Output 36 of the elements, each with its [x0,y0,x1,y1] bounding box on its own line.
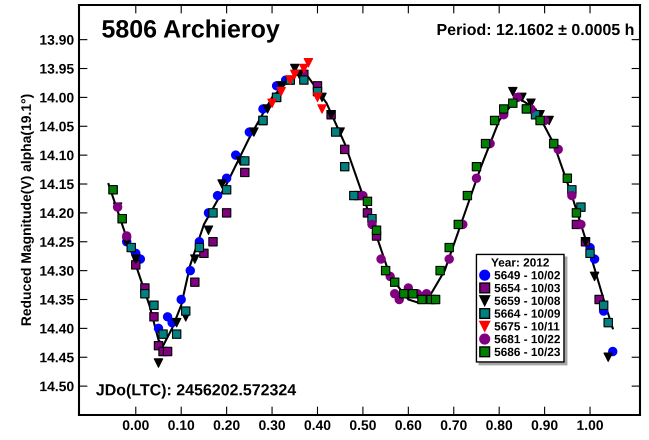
x-tick-label: 1.00 [577,420,603,430]
x-tick-label: 0.90 [532,420,558,430]
y-tick-label: 14.05 [40,122,74,132]
x-tick-label: 0.40 [304,420,330,430]
legend-label: 5681 - 10/22 [494,334,560,344]
y-tick-label: 13.95 [40,64,74,74]
annotation: JDo(LTC): 2456202.572324 [96,384,296,399]
y-tick-label: 14.50 [40,381,74,392]
annotation: Period: 12.1602 ± 0.0005 h [438,23,634,36]
legend-label: 5664 - 10/09 [494,309,560,318]
x-tick-label: 0.60 [395,420,422,430]
x-tick-label: 0.20 [214,420,240,430]
legend-label: 5675 - 10/11 [494,322,560,331]
x-tick-label: 0.10 [168,420,194,430]
y-tick-label: 14.45 [40,352,74,362]
x-tick-label: 0.70 [440,420,467,430]
x-tick-label: 0.80 [486,420,512,430]
legend-title: Year: 2012 [491,258,549,267]
legend-label: 5649 - 10/02 [494,270,560,280]
y-tick-label: 14.15 [40,179,74,190]
legend-label: 5654 - 10/03 [494,284,560,292]
x-tick-label: 0.50 [350,420,376,430]
y-tick-label: 14.30 [40,266,74,276]
y-tick-label: 14.35 [40,294,74,305]
legend-label: 5659 - 10/08 [494,296,560,306]
y-axis-title: Reduced Magnitude(V) alpha(19.1°) [20,94,34,326]
x-tick-label: 0.30 [259,420,286,430]
y-tick-label: 14.10 [40,150,74,160]
text: 5806 Archieroy [102,19,280,43]
y-tick-label: 14.40 [40,324,74,334]
y-tick-label: 14.00 [40,92,74,103]
y-tick-label: 14.20 [40,208,74,218]
x-tick-label: 0.00 [122,420,149,430]
legend-label: 5686 - 10/23 [494,347,560,356]
y-tick-label: 14.25 [40,237,74,247]
y-tick-label: 13.90 [40,34,74,45]
